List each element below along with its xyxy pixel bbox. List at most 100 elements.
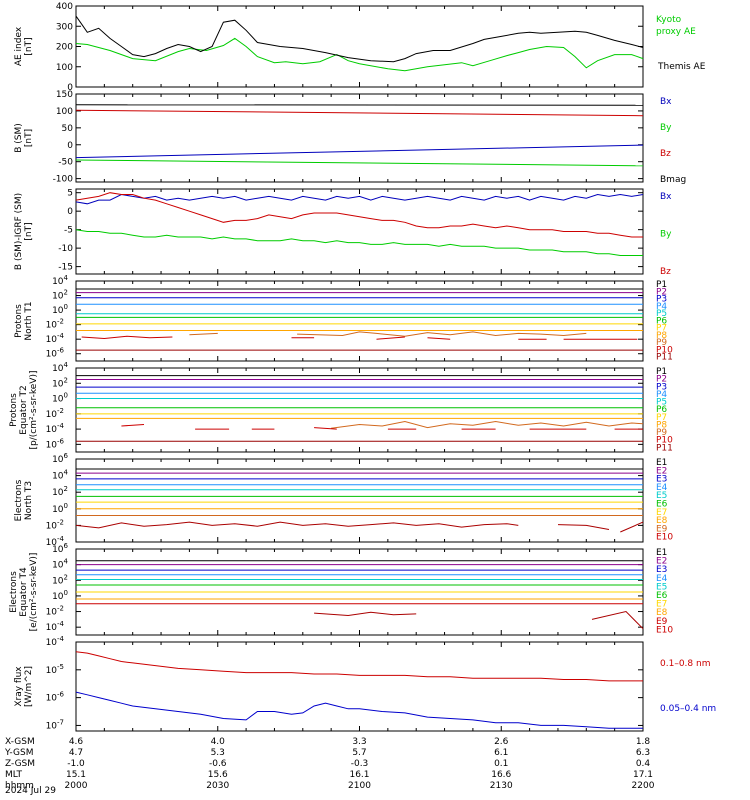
legend-label: E4 (656, 483, 668, 493)
y-tick-label: 102 (52, 289, 68, 302)
y-tick-label: 106 (52, 452, 68, 465)
y-tick-label: 100 (52, 392, 68, 405)
series-line (75, 651, 643, 682)
y-tick-label: 104 (52, 558, 68, 571)
ephem-value: 5.7 (352, 748, 366, 758)
legend-label: P1 (656, 367, 667, 377)
y-tick-label: 10-4 (46, 332, 65, 345)
legend-label: 0.1–0.8 nm (660, 659, 710, 669)
legend-label: E10 (656, 625, 673, 635)
ephem-value: 2200 (632, 781, 655, 791)
y-tick-label: 100 (56, 63, 73, 73)
y-tick-label: 0 (67, 83, 73, 93)
legend-label: P7 (656, 413, 667, 423)
legend-label: P9 (656, 338, 667, 348)
series-segment (81, 335, 173, 340)
series-line (75, 192, 643, 238)
y-tick-label: 104 (52, 361, 68, 374)
y-tick-label: 10-4 (46, 422, 65, 435)
legend-label: E9 (656, 617, 668, 627)
ephem-value: 1.8 (636, 737, 651, 747)
y-tick-label: 150 (56, 90, 73, 100)
legend-label: E7 (656, 508, 667, 518)
y-tick-label: 102 (52, 485, 68, 498)
legend-label: E8 (656, 516, 668, 526)
ephem-value: 0.4 (636, 759, 651, 769)
legend-label: P2 (656, 287, 667, 297)
series-line (75, 159, 644, 167)
legend-label: E1 (656, 548, 667, 558)
y-axis-label: AE index (14, 26, 24, 66)
ephem-value: 17.1 (633, 770, 653, 780)
series-segment (189, 332, 218, 336)
y-tick-label: -5 (64, 226, 73, 236)
panel-frame (75, 367, 644, 453)
series-line (75, 229, 643, 256)
y-axis-label: Electrons (9, 571, 19, 613)
y-axis-label: Equator T4 (19, 567, 29, 617)
y-axis-label: North T3 (24, 481, 34, 520)
legend-label: P4 (656, 390, 667, 400)
ephem-row-label: Z-GSM (5, 759, 35, 769)
y-tick-label: 10-4 (46, 635, 65, 648)
legend-label: E5 (656, 582, 667, 592)
y-axis-label: North T1 (24, 301, 34, 340)
legend-label: By (660, 230, 672, 240)
legend-label: P10 (656, 345, 673, 355)
ephem-value: 2030 (206, 781, 229, 791)
series-segment (121, 424, 145, 427)
legend-label: P8 (656, 420, 667, 430)
legend-label: Themis AE (657, 62, 706, 72)
y-tick-label: -15 (58, 263, 73, 273)
y-axis-label: Electrons (14, 479, 24, 521)
legend-label: P2 (656, 375, 667, 385)
legend-label: E2 (656, 557, 667, 567)
ephem-value: 2000 (65, 781, 88, 791)
ephem-row-label: X-GSM (5, 737, 35, 747)
series-line (75, 37, 644, 72)
legend-label: E3 (656, 565, 667, 575)
series-line (75, 193, 644, 205)
panel-frame (75, 641, 644, 732)
y-axis-label: Xray flux (14, 666, 24, 707)
y-tick-label: -10 (58, 244, 73, 254)
series-segment (314, 427, 337, 430)
y-tick-label: 104 (52, 274, 68, 287)
y-tick-label: 5 (67, 189, 73, 199)
y-tick-label: 100 (56, 107, 73, 117)
series-segment (297, 331, 587, 337)
ephem-row-label: hhmm (5, 781, 34, 791)
ephem-value: 2130 (490, 781, 513, 791)
ephem-value: 16.1 (349, 770, 369, 780)
y-tick-label: 10-6 (46, 347, 65, 360)
y-tick-label: 100 (52, 589, 68, 602)
series-segment (591, 610, 644, 630)
legend-label: E6 (656, 591, 668, 601)
legend-label: E5 (656, 491, 667, 501)
ephem-value: -0.3 (351, 759, 369, 769)
legend-label: Kyoto (656, 15, 682, 25)
legend-label: P11 (656, 443, 673, 453)
legend-label: P8 (656, 331, 667, 341)
ephem-row-label: MLT (5, 770, 23, 780)
panel-frame (75, 5, 644, 88)
series-line (75, 15, 644, 63)
y-axis-label: B (SM) (14, 123, 24, 153)
ephem-value: 4.6 (69, 737, 84, 747)
y-tick-label: 102 (52, 573, 68, 586)
legend-label: Bz (660, 267, 671, 277)
panel-frame (75, 458, 644, 543)
series-segment (376, 336, 405, 340)
legend-label: E1 (656, 458, 667, 468)
ephem-date: 2024 Jul 29 (5, 786, 56, 796)
y-tick-label: 102 (52, 376, 68, 389)
ephem-value: 0.1 (494, 759, 508, 769)
y-axis-label: [nT] (24, 222, 34, 240)
ephem-value: 2100 (348, 781, 371, 791)
legend-label: proxy AE (656, 27, 696, 37)
y-tick-label: 400 (56, 2, 73, 12)
y-tick-label: 10-6 (46, 437, 65, 450)
y-tick-label: 10-5 (46, 663, 64, 676)
legend-label: P4 (656, 302, 667, 312)
